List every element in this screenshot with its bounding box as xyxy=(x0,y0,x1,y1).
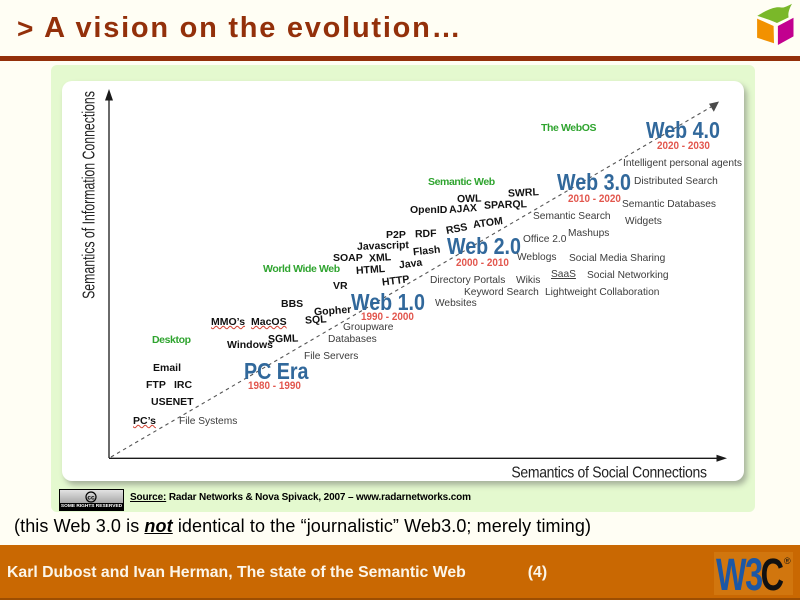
svg-text:cc: cc xyxy=(87,494,95,501)
svg-text:C: C xyxy=(761,552,784,595)
svg-text:®: ® xyxy=(784,556,791,566)
svg-text:W3: W3 xyxy=(716,552,762,595)
